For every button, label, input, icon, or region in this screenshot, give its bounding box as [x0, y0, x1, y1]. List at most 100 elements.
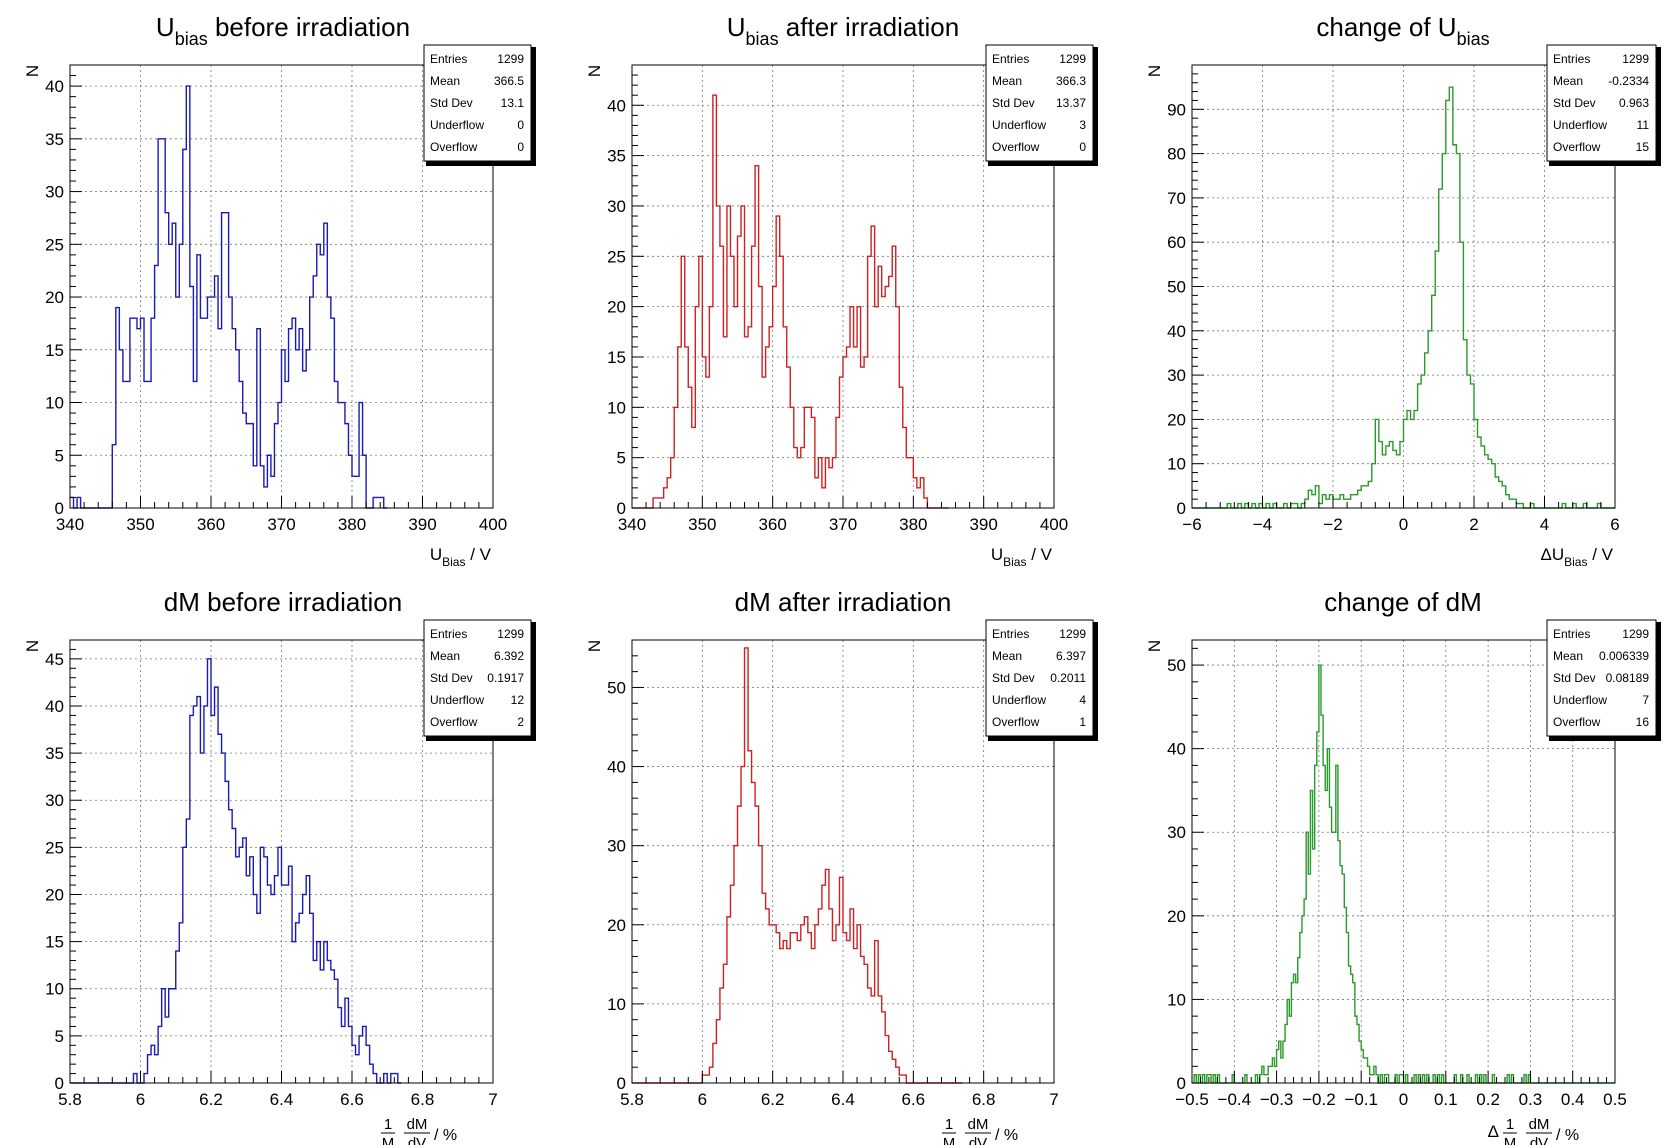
- stats-value: 6.397: [1056, 649, 1086, 663]
- x-tick-label: 6.8: [411, 1090, 435, 1109]
- x-tick-label: 400: [1040, 515, 1068, 534]
- stats-label: Mean: [1553, 74, 1583, 88]
- stats-value: 11: [1637, 118, 1650, 132]
- y-tick-label: 60: [1167, 233, 1186, 252]
- stats-label: Underflow: [430, 693, 484, 707]
- y-tick-label: 30: [45, 791, 64, 810]
- y-tick-label: 0: [55, 499, 64, 518]
- stats-value: 16: [1636, 715, 1650, 729]
- y-tick-label: 40: [1167, 322, 1186, 341]
- y-tick-label: 20: [45, 885, 64, 904]
- x-label-rest: / %: [434, 1127, 457, 1144]
- x-label-sub: Bias: [442, 555, 465, 569]
- stats-label: Overflow: [1553, 140, 1601, 154]
- x-tick-label: −0.3: [1260, 1090, 1294, 1109]
- x-label-sub: Bias: [1003, 555, 1026, 569]
- stats-value: 0.08189: [1606, 671, 1650, 685]
- x-tick-label: −0.4: [1218, 1090, 1252, 1109]
- grid-lines: [632, 640, 1054, 1083]
- stats-label: Entries: [992, 627, 1029, 641]
- stats-value: 0.1917: [487, 671, 524, 685]
- y-tick-label: 20: [45, 288, 64, 307]
- y-tick-label: 50: [1167, 656, 1186, 675]
- x-tick-label: 390: [408, 515, 436, 534]
- stats-value: 0.2011: [1050, 671, 1086, 685]
- stats-value: 0.963: [1619, 96, 1649, 110]
- x-axis-label: UBias / V: [991, 545, 1053, 569]
- stats-value: 1299: [1622, 627, 1649, 641]
- x-tick-label: −0.1: [1344, 1090, 1378, 1109]
- stats-value: 1299: [1059, 627, 1086, 641]
- x-tick-label: 360: [758, 515, 786, 534]
- y-tick-label: 35: [607, 147, 626, 166]
- y-tick-label: 0: [617, 1074, 626, 1093]
- stats-value: 4: [1079, 693, 1086, 707]
- stats-label: Entries: [430, 627, 467, 641]
- x-tick-label: 400: [479, 515, 507, 534]
- x-label-frac2-num: dM: [968, 1116, 989, 1133]
- x-tick-label: 0.2: [1476, 1090, 1500, 1109]
- y-axis-label: N: [585, 65, 604, 77]
- stats-value: 1299: [1622, 52, 1649, 66]
- stats-label: Overflow: [430, 140, 478, 154]
- stats-label: Overflow: [1553, 715, 1601, 729]
- chart-panel-6: −0.5 −0.4 −0.3 −0.2 −0.1 0 0.1 0.2 0.3 0.4 0.5 0 10 2…: [1145, 587, 1627, 1145]
- y-axis-label: N: [23, 65, 42, 77]
- y-tick-label: 0: [55, 1074, 64, 1093]
- x-tick-label: 6.4: [270, 1090, 294, 1109]
- y-tick-label: 5: [55, 1027, 64, 1046]
- y-tick-label: 0: [617, 499, 626, 518]
- stats-label: Std Dev: [430, 96, 473, 110]
- x-label-main: U: [430, 545, 442, 564]
- x-tick-label: 6.2: [761, 1090, 785, 1109]
- x-label-rest: / V: [1587, 545, 1613, 564]
- x-tick-label: 0.1: [1434, 1090, 1458, 1109]
- y-tick-label: 25: [45, 838, 64, 857]
- x-label-rest: / %: [995, 1127, 1018, 1144]
- y-tick-label: 20: [607, 298, 626, 317]
- y-tick-label: 0: [1177, 499, 1186, 518]
- x-axis-label: Δ 1 MdM dV / %: [1488, 1116, 1579, 1145]
- stats-value: 1: [1079, 715, 1086, 729]
- x-tick-label: 350: [126, 515, 154, 534]
- x-label-rest: / V: [1026, 545, 1052, 564]
- stats-box-1: Entries 1299 Mean 366.5 Std Dev 13.1 Underflow…: [423, 44, 536, 166]
- stats-value: 13.1: [501, 96, 525, 110]
- x-tick-label: 5.8: [620, 1090, 644, 1109]
- x-tick-label: 0: [1399, 1090, 1408, 1109]
- title-sub: bias: [175, 29, 208, 49]
- x-tick-label: 0: [1399, 515, 1408, 534]
- stats-label: Entries: [1553, 52, 1590, 66]
- x-tick-label: 6: [1610, 515, 1619, 534]
- stats-box-frame: [985, 44, 1094, 162]
- stats-value: 2: [517, 715, 524, 729]
- stats-box-2: Entries 1299 Mean 366.3 Std Dev 13.37 Underflo…: [985, 44, 1098, 166]
- y-tick-label: 20: [607, 916, 626, 935]
- chart-title: dM after irradiation: [735, 587, 952, 617]
- x-tick-label: 340: [56, 515, 84, 534]
- x-tick-label: 380: [338, 515, 366, 534]
- histogram-series: [632, 647, 963, 1084]
- chart-panel-5: 5.8 6 6.2 6.4 6.6 6.8 7 0 10 20 30 40 50 NdM after ir…: [585, 587, 1059, 1145]
- x-tick-label: 6.8: [972, 1090, 996, 1109]
- y-tick-label: 30: [607, 197, 626, 216]
- stats-label: Mean: [1553, 649, 1583, 663]
- histogram-series: [70, 658, 402, 1084]
- stats-label: Overflow: [992, 715, 1040, 729]
- stats-value: 1299: [497, 627, 524, 641]
- title-main: change of U: [1316, 12, 1456, 42]
- x-label-prefix: Δ: [1488, 1122, 1499, 1141]
- chart-title: change of Ubias: [1316, 12, 1489, 49]
- x-tick-label: 5.8: [58, 1090, 82, 1109]
- x-tick-label: 7: [1049, 1090, 1058, 1109]
- y-tick-label: 0: [1177, 1074, 1186, 1093]
- y-tick-label: 40: [1167, 740, 1186, 759]
- y-tick-label: 50: [1167, 278, 1186, 297]
- y-tick-label: 80: [1167, 145, 1186, 164]
- x-tick-label: 340: [618, 515, 646, 534]
- y-tick-label: 15: [45, 341, 64, 360]
- x-label-frac-num: 1: [1506, 1116, 1514, 1133]
- y-tick-label: 10: [1167, 455, 1186, 474]
